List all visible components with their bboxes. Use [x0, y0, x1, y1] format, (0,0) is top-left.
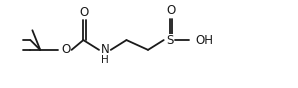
Text: OH: OH [195, 34, 213, 47]
Text: O: O [80, 6, 89, 19]
Text: O: O [166, 4, 175, 17]
Text: N: N [100, 43, 109, 56]
Text: S: S [166, 34, 173, 47]
Text: O: O [61, 43, 70, 56]
Text: H: H [101, 55, 109, 65]
